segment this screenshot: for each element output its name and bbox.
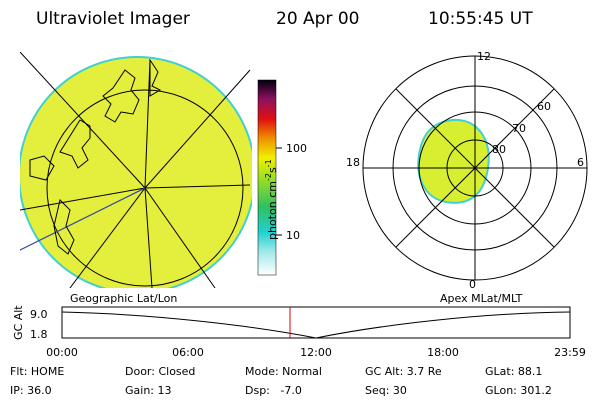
axis-label: GC Alt — [12, 305, 25, 340]
y-label: 9.0 — [30, 308, 48, 321]
mlt-label: 6 — [577, 156, 584, 169]
exponent: -2 — [264, 173, 273, 181]
globe-image — [20, 52, 252, 288]
unit: s — [266, 167, 279, 173]
caption: Geographic Lat/Lon — [70, 292, 177, 305]
x-label: 06:00 — [172, 346, 204, 359]
info-field: GC Alt: 3.7 Re — [365, 365, 442, 378]
caption: Apex MLat/MLT — [440, 292, 523, 305]
colorbar-tick: 100 — [286, 142, 307, 155]
info-field: GLon: 301.2 — [485, 384, 552, 397]
header: Ultraviolet Imager 20 Apr 00 10:55:45 UT — [36, 9, 533, 29]
exponent: -1 — [264, 159, 273, 167]
colorbar: 100 10 photon cm-2s-1 — [257, 79, 307, 276]
title: Ultraviolet Imager — [36, 9, 190, 29]
info-field: Mode: Normal — [245, 365, 322, 378]
date: 20 Apr 00 — [276, 9, 359, 29]
x-label: 00:00 — [46, 346, 78, 359]
info-field: GLat: 88.1 — [485, 365, 542, 378]
colorbar-label: photon cm-2s-1 — [264, 159, 279, 240]
info-field: IP: 36.0 — [10, 384, 52, 397]
info-field: Door: Closed — [125, 365, 195, 378]
unit: photon cm — [266, 181, 279, 240]
time: 10:55:45 UT — [428, 9, 533, 29]
info-panel: Flt: HOME Door: Closed Mode: Normal GC Alt:… — [10, 365, 552, 397]
lat-label: 60 — [537, 100, 551, 113]
polar-plot — [362, 55, 588, 281]
info-field: Seq: 30 — [365, 384, 407, 397]
x-label: 23:59 — [554, 346, 586, 359]
info-field: Gain: 13 — [125, 384, 172, 397]
altitude-plot: GC Alt 9.0 1.8 00:00 06:00 12:00 18:00 2… — [12, 305, 586, 359]
lat-label: 70 — [512, 122, 526, 135]
x-label: 18:00 — [427, 346, 459, 359]
mlt-label: 0 — [469, 278, 476, 291]
info-field: Flt: HOME — [10, 365, 64, 378]
info-field: Dsp: -7.0 — [245, 384, 302, 397]
y-label: 1.8 — [30, 328, 48, 341]
x-label: 12:00 — [300, 346, 332, 359]
mlt-label: 12 — [477, 50, 491, 63]
lat-label: 80 — [492, 143, 506, 156]
mlt-label: 18 — [346, 156, 360, 169]
colorbar-tick: 10 — [286, 229, 300, 242]
